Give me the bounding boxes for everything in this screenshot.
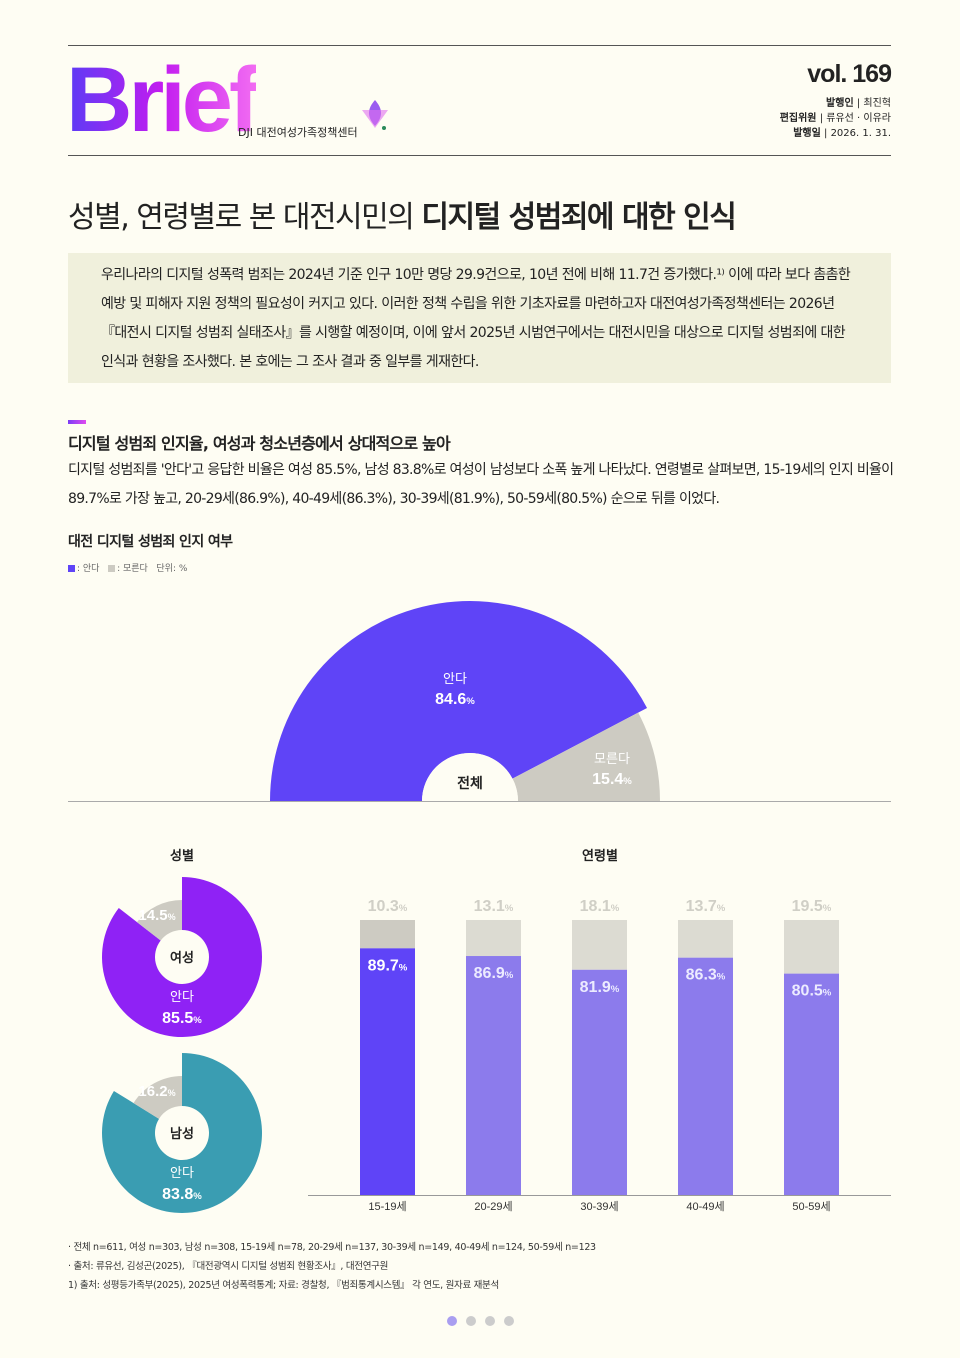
brief-logo: Brief (66, 49, 260, 151)
legend-dont-know: : 모른다 (117, 564, 148, 574)
know-value-female: 85.5% (162, 1010, 202, 1027)
bar-dont-know (466, 920, 521, 957)
gender-title: 성별 (170, 848, 194, 863)
bar-know-label: 86.9% (474, 965, 514, 982)
bar-know-label: 89.7% (368, 957, 408, 974)
page-dot-1[interactable] (447, 1316, 457, 1326)
legend-swatch-dont-know (108, 565, 116, 572)
value-know: 84.6% (435, 691, 475, 708)
note-sample: · 전체 n=611, 여성 n=303, 남성 n=308, 15-19세 n… (68, 1242, 596, 1253)
bar-dont-know (360, 920, 415, 949)
dont-know-value-male: 16.2% (138, 1083, 175, 1100)
slice-dont-know-male (133, 1076, 182, 1119)
page-dot-2[interactable] (466, 1316, 476, 1326)
title-light: 성별, 연령별로 본 대전시민의 (68, 200, 422, 235)
chart-title: 대전 디지털 성범죄 인지 여부 (68, 534, 233, 550)
know-value-male: 83.8% (162, 1186, 202, 1203)
bar-know (572, 969, 627, 1195)
date-label: 발행일 (793, 128, 821, 139)
top-rule (68, 45, 891, 46)
bar-dont-know-label: 13.1% (474, 898, 514, 915)
bar-know-label: 81.9% (580, 979, 620, 996)
slice-dont-know-female (136, 900, 182, 941)
slice-know-female (101, 877, 262, 1038)
bar-dont-know-label: 19.5% (792, 898, 832, 915)
bar-category-label: 30-39세 (580, 1200, 618, 1213)
legend-swatch-know (68, 565, 75, 572)
label-know: 안다 (443, 671, 467, 686)
legend-know: : 안다 (77, 564, 100, 574)
know-label-female: 안다 (170, 989, 194, 1004)
section-body: 디지털 성범죄를 '안다'고 응답한 비율은 여성 85.5%, 남성 83.8… (68, 462, 894, 507)
section-accent (68, 420, 86, 424)
slice-dont-know-total (512, 712, 660, 801)
header-rule (68, 155, 891, 156)
bar-dont-know (572, 920, 627, 970)
know-label-male: 안다 (170, 1165, 194, 1180)
bar-dont-know-label: 10.3% (368, 898, 408, 915)
org-name: DJI 대전여성가족정책센터 (238, 126, 358, 139)
label-dont-know: 모른다 (594, 751, 630, 766)
page-dot-4[interactable] (504, 1316, 514, 1326)
bar-category-label: 50-59세 (792, 1200, 830, 1213)
note-footnote-1: 1) 출처: 성평등가족부(2025), 2025년 여성폭력통계; 자료: 경… (68, 1280, 499, 1291)
slice-know-male (102, 1053, 262, 1213)
publisher-label: 발행인 (826, 98, 854, 109)
page-indicator (447, 1316, 514, 1326)
bar-dont-know-label: 13.7% (686, 898, 726, 915)
bar-dont-know (784, 920, 839, 974)
masthead-meta: 발행인 | 최진혁 편집위원 | 류유선 · 이유라 발행일 | 2026. 1… (779, 98, 891, 139)
title-bold: 디지털 성범죄에 대한 인식 (421, 200, 736, 235)
page-title: 성별, 연령별로 본 대전시민의 디지털 성범죄에 대한 인식 (68, 192, 737, 236)
label-male: 남성 (170, 1126, 194, 1141)
editors-label: 편집위원 (779, 113, 817, 124)
bar-know (360, 948, 415, 1195)
value-dont-know: 15.4% (592, 771, 632, 788)
bar-know-label: 80.5% (792, 983, 832, 1000)
publisher: 최진혁 (863, 98, 891, 109)
legend-unit: 단위: % (156, 564, 188, 574)
chart-legend: : 안다 : 모른다 단위: % (68, 561, 187, 574)
bar-know-label: 86.3% (686, 967, 726, 984)
intro-box: 우리나라의 디지털 성폭력 범죄는 2024년 기준 인구 10만 명당 29.… (68, 253, 891, 383)
slice-know-total (270, 601, 648, 801)
bar-know (784, 973, 839, 1195)
note-source: · 출처: 류유선, 김성곤(2025), 『대전광역시 디지털 성범죄 현황조… (68, 1261, 389, 1272)
bar-dont-know (678, 920, 733, 958)
volume-number: vol. 169 (807, 60, 892, 88)
label-female: 여성 (170, 950, 194, 965)
center-label: 전체 (457, 775, 483, 791)
bar-category-label: 20-29세 (474, 1200, 512, 1213)
editors: 류유선 · 이유라 (826, 113, 891, 124)
page-dot-3[interactable] (485, 1316, 495, 1326)
bar-category-label: 40-49세 (686, 1200, 724, 1213)
org-flower-icon (362, 100, 388, 130)
age-title: 연령별 (582, 848, 618, 863)
dont-know-value-female: 14.5% (138, 907, 175, 924)
bar-dont-know-label: 18.1% (580, 898, 620, 915)
footnotes: · 전체 n=611, 여성 n=303, 남성 n=308, 15-19세 n… (68, 1238, 596, 1295)
bar-category-label: 15-19세 (368, 1200, 406, 1213)
bar-know (678, 957, 733, 1195)
publish-date: 2026. 1. 31. (830, 128, 891, 139)
bar-know (466, 956, 521, 1195)
section-heading: 디지털 성범죄 인지율, 여성과 청소년층에서 상대적으로 높아 (68, 434, 451, 453)
